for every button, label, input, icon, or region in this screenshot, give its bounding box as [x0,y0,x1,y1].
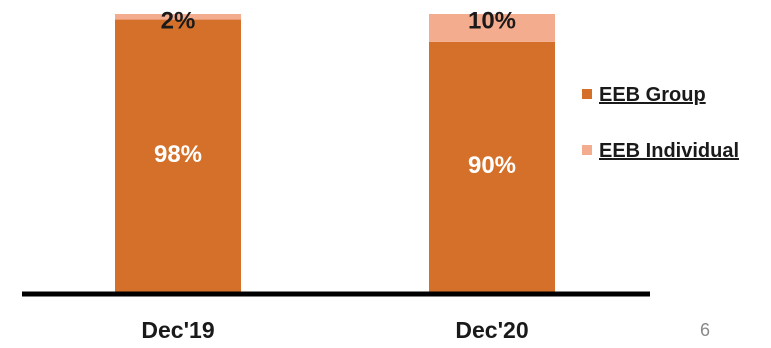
category-label-0: Dec'19 [141,317,214,343]
legend-label-1: EEB Individual [599,140,739,162]
category-labels: Dec'19 Dec'20 [141,317,528,343]
legend: EEB Group EEB Individual [582,84,739,162]
legend-label-0: EEB Group [599,84,706,106]
page-number: 6 [700,320,710,340]
legend-swatch-1 [582,145,592,155]
category-label-1: Dec'20 [455,317,528,343]
bars-layer: 98% 2% 90% 10% [115,7,555,293]
bar-segment-1-0 [115,14,241,20]
bar-segment-0-1 [429,41,555,292]
data-label-0-1: 90% [468,152,516,179]
data-label-1-1: 10% [468,7,516,34]
bar-segment-1-1 [429,14,555,42]
data-label-1-0: 2% [161,7,196,34]
data-label-0-0: 98% [154,141,202,168]
bar-segment-0-0 [115,19,241,293]
legend-swatch-0 [582,89,592,99]
